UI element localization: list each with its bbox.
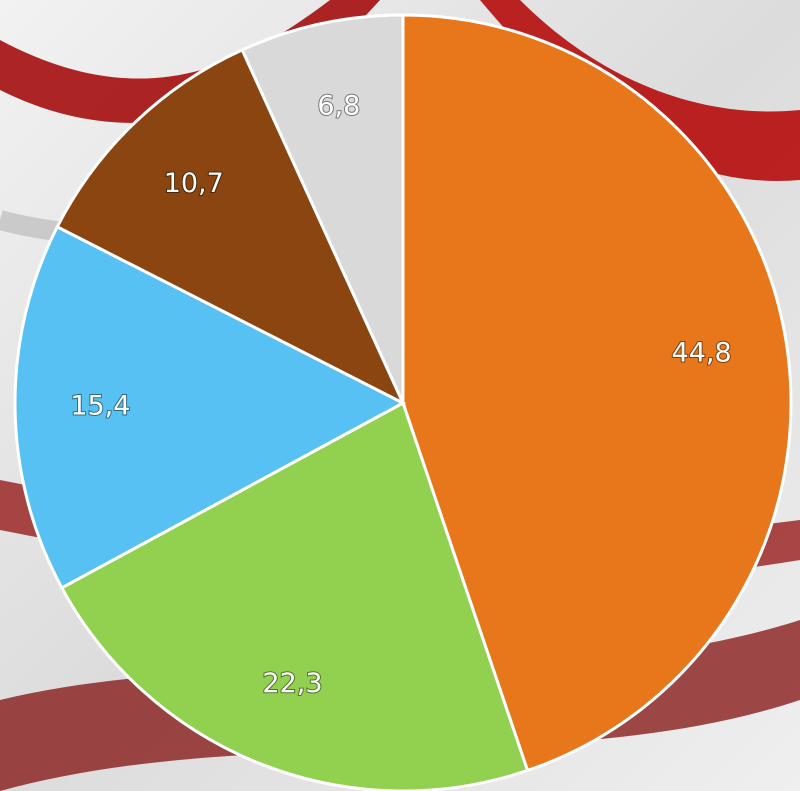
page: 44,822,315,410,76,8 (() => { const data … xyxy=(0,0,800,791)
pie: 44,8 22,3 15,4 10,7 6,8 xyxy=(15,15,791,791)
data-label: 10,7 xyxy=(164,168,224,199)
data-label: 44,8 xyxy=(672,337,732,368)
data-label: 6,8 xyxy=(317,91,360,122)
chart: 44,8 22,3 15,4 10,7 6,8 xyxy=(0,0,800,791)
data-label: 15,4 xyxy=(70,390,130,421)
data-label: 22,3 xyxy=(262,668,322,699)
